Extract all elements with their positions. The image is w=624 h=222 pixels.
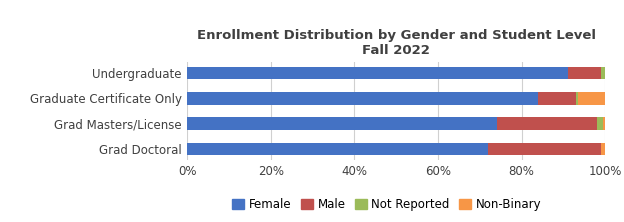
Bar: [488, 143, 601, 155]
Bar: [597, 117, 603, 130]
Bar: [187, 92, 539, 105]
Title: Enrollment Distribution by Gender and Student Level
Fall 2022: Enrollment Distribution by Gender and St…: [197, 29, 596, 57]
Bar: [601, 143, 605, 155]
Bar: [578, 92, 605, 105]
Bar: [568, 67, 601, 79]
Legend: Female, Male, Not Reported, Non-Binary: Female, Male, Not Reported, Non-Binary: [228, 194, 546, 216]
Bar: [187, 117, 497, 130]
Bar: [539, 92, 576, 105]
Bar: [576, 92, 578, 105]
Bar: [497, 117, 597, 130]
Bar: [187, 143, 488, 155]
Bar: [601, 67, 605, 79]
Bar: [187, 67, 568, 79]
Bar: [603, 117, 605, 130]
